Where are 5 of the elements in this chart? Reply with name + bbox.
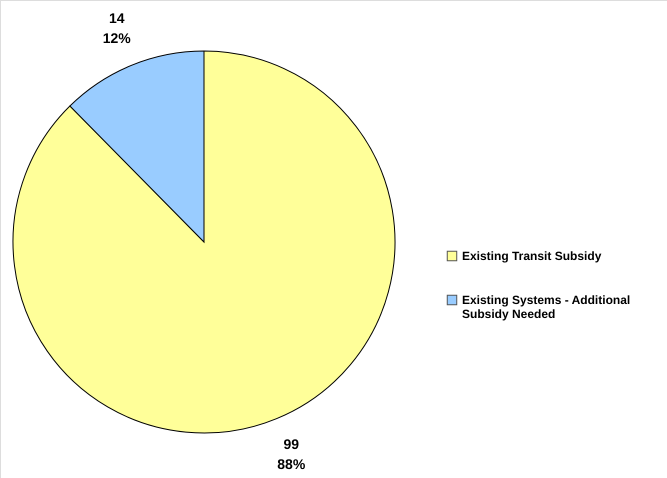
legend-label: Existing Transit Subsidy bbox=[462, 249, 602, 263]
pie-slice bbox=[12, 50, 396, 434]
data-label: 14 12% bbox=[102, 10, 132, 46]
legend-label: Existing Systems - Additional Subsidy Needed bbox=[462, 293, 630, 321]
data-label: 99 88% bbox=[277, 436, 306, 472]
